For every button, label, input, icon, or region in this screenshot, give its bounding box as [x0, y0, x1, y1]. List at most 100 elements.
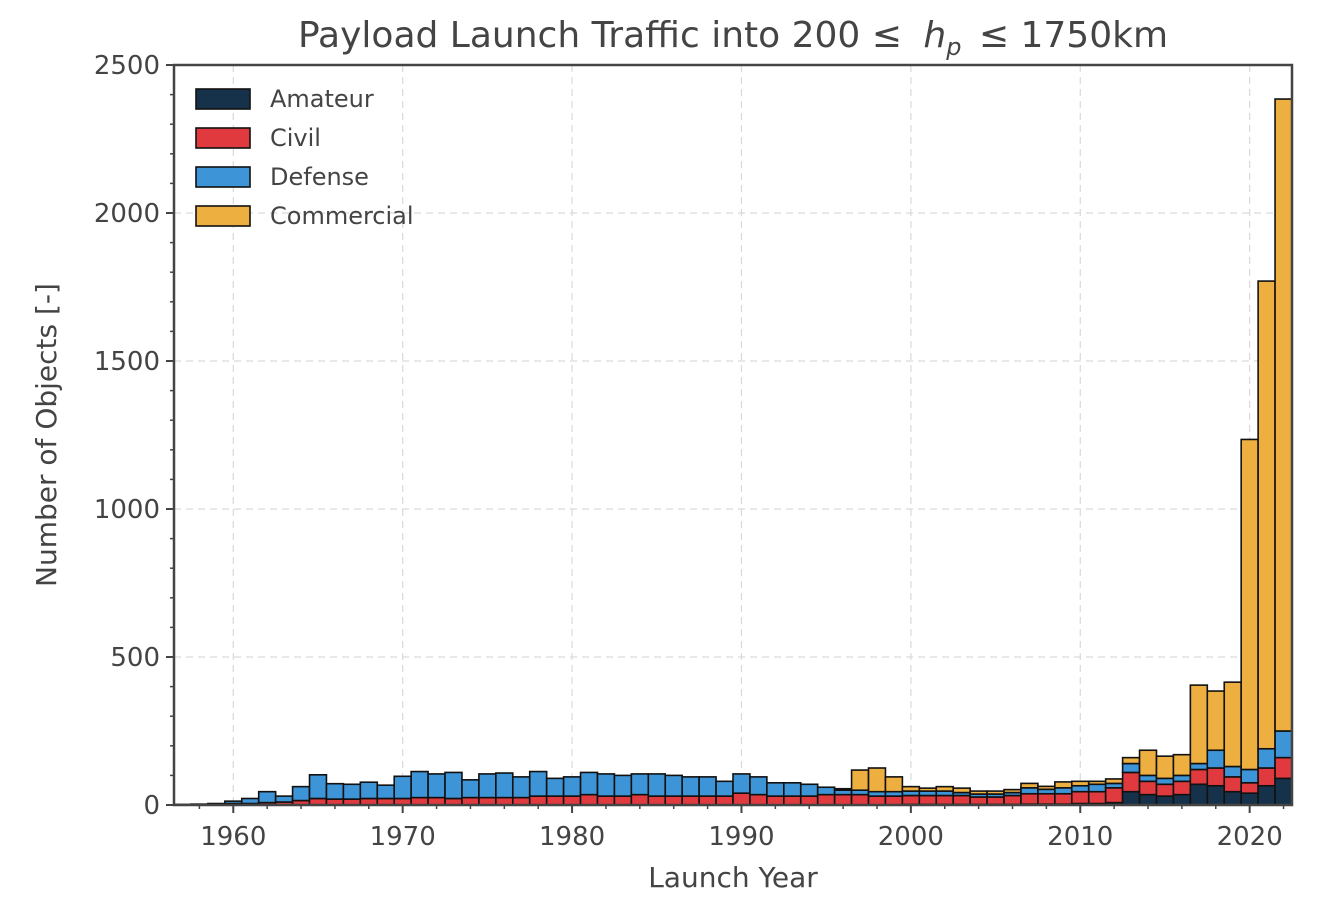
bar-civil: [799, 795, 819, 806]
bar-defense: [766, 781, 785, 797]
bar-defense: [342, 783, 362, 800]
bar-commercial: [1070, 780, 1090, 787]
bar-defense: [376, 784, 396, 800]
bar-defense: [444, 771, 463, 800]
chart-title-variable-subscript: p: [945, 33, 961, 61]
bar-civil: [1121, 771, 1141, 793]
bar-defense: [511, 776, 531, 799]
bar-defense: [410, 770, 429, 799]
bar-commercial: [1189, 684, 1209, 765]
bar-defense: [1172, 774, 1192, 783]
legend-swatch-civil: [195, 127, 251, 149]
y-axis-label: Number of Objects [-]: [30, 283, 63, 587]
bar-commercial: [1087, 780, 1107, 786]
bar-amateur: [1257, 784, 1276, 806]
bar-civil: [596, 795, 616, 806]
bar-defense: [613, 774, 633, 797]
bar-defense: [325, 782, 345, 800]
bar-amateur: [1240, 792, 1259, 806]
bar-defense: [799, 783, 819, 797]
bar-civil: [749, 793, 768, 806]
bar-defense: [596, 773, 616, 797]
bar-civil: [952, 794, 971, 806]
bar-civil: [1223, 776, 1242, 793]
bar-amateur: [1223, 790, 1242, 806]
bar-defense: [647, 773, 667, 797]
bar-defense: [240, 797, 260, 805]
legend: Amateur Civil Defense Commercial: [195, 85, 414, 230]
bar-civil: [1155, 783, 1175, 797]
bar-civil: [833, 793, 853, 806]
bar-defense: [1020, 787, 1039, 795]
bar-civil: [1037, 792, 1056, 805]
bar-civil: [732, 792, 751, 806]
bar-civil: [986, 796, 1005, 806]
bar-civil: [1003, 794, 1022, 806]
chart-title: Payload Launch Traffic into 200 ≤ hp ≤ 1…: [298, 15, 1168, 64]
x-axis-ticks: 1960 1970 1980 1990 2000 2010 2020: [198, 805, 1285, 852]
bar-defense: [630, 773, 650, 796]
bar-commercial: [935, 785, 955, 792]
legend-label-civil: Civil: [270, 124, 321, 152]
bar-civil: [1240, 781, 1259, 794]
bar-commercial: [1274, 98, 1293, 732]
x-tick-label: 1960: [200, 822, 266, 852]
bar-defense: [1189, 762, 1209, 771]
bar-defense: [816, 786, 836, 796]
bar-commercial: [1020, 782, 1039, 789]
bar-civil: [867, 795, 887, 806]
bar-civil: [613, 795, 633, 806]
bar-civil: [579, 793, 599, 806]
bar-defense: [715, 780, 734, 797]
bar-defense: [393, 775, 412, 800]
x-tick-label: 1970: [370, 822, 436, 852]
bar-commercial: [1155, 755, 1175, 780]
bar-commercial: [884, 776, 904, 793]
y-tick-label: 2500: [94, 51, 160, 81]
bar-defense: [783, 781, 802, 797]
bar-commercial: [833, 787, 853, 791]
bar-civil: [562, 795, 582, 806]
bar-defense: [1274, 730, 1293, 759]
bar-defense: [732, 773, 751, 794]
bar-defense: [579, 771, 599, 796]
bar-commercial: [1240, 438, 1259, 771]
bar-civil: [935, 794, 955, 806]
bar-defense: [308, 774, 328, 800]
bar-civil: [1274, 756, 1293, 780]
chart-title-prefix: Payload Launch Traffic into 200 ≤: [298, 15, 902, 56]
legend-label-amateur: Amateur: [270, 85, 374, 113]
x-tick-label: 1980: [539, 822, 605, 852]
bar-commercial: [1037, 785, 1056, 791]
bar-defense: [545, 777, 565, 797]
bar-commercial: [867, 767, 887, 793]
bar-civil: [1070, 790, 1090, 805]
bar-defense: [528, 770, 548, 797]
bars: [173, 98, 1293, 806]
bar-amateur: [1172, 793, 1192, 806]
bar-defense: [1240, 768, 1259, 784]
y-axis-ticks: 0 500 1000 1500 2000 2500: [94, 51, 174, 821]
bar-civil: [1206, 767, 1226, 787]
bar-defense: [1257, 747, 1276, 769]
x-tick-label: 2010: [1047, 822, 1113, 852]
bar-defense: [461, 779, 480, 799]
bar-amateur: [1155, 795, 1175, 806]
x-tick-label: 1990: [708, 822, 774, 852]
bar-defense: [664, 774, 683, 797]
bar-defense: [1155, 777, 1175, 786]
bar-defense: [1054, 787, 1073, 795]
bar-defense: [495, 772, 514, 799]
chart-title-variable: h: [923, 15, 946, 56]
bar-commercial: [969, 790, 988, 795]
bar-civil: [545, 795, 565, 806]
legend-swatch-defense: [195, 166, 251, 188]
bar-civil: [1087, 790, 1107, 805]
bar-defense: [1087, 783, 1107, 793]
bar-civil: [715, 795, 734, 806]
chart-title-suffix: ≤ 1750km: [979, 15, 1168, 56]
bar-amateur: [1189, 783, 1209, 806]
bar-civil: [783, 795, 802, 806]
bar-civil: [1257, 767, 1276, 787]
